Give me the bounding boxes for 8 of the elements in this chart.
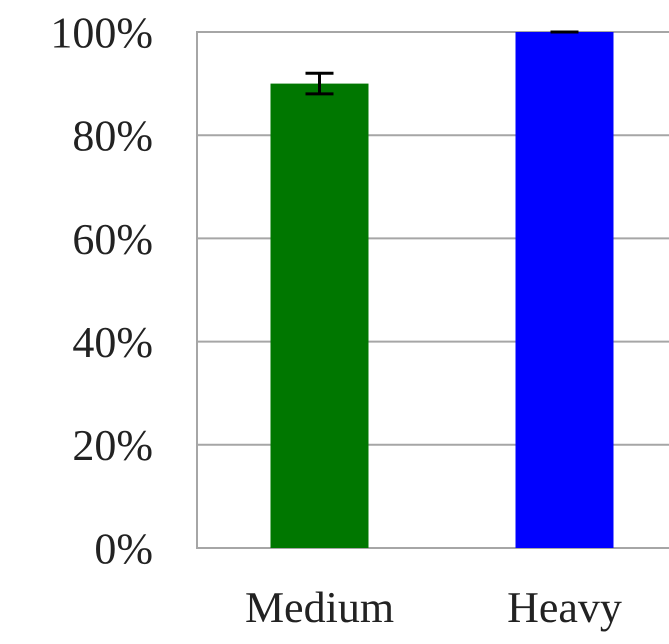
y-tick-label: 40% bbox=[72, 318, 153, 367]
y-tick-label: 80% bbox=[72, 112, 153, 161]
y-tick-label: 0% bbox=[94, 524, 153, 574]
x-tick-label: Medium bbox=[244, 583, 394, 632]
y-tick-label: 100% bbox=[50, 8, 153, 58]
y-tick-label: 60% bbox=[72, 214, 153, 264]
y-tick-label: 20% bbox=[72, 421, 153, 470]
x-tick-label: Heavy bbox=[507, 583, 622, 632]
